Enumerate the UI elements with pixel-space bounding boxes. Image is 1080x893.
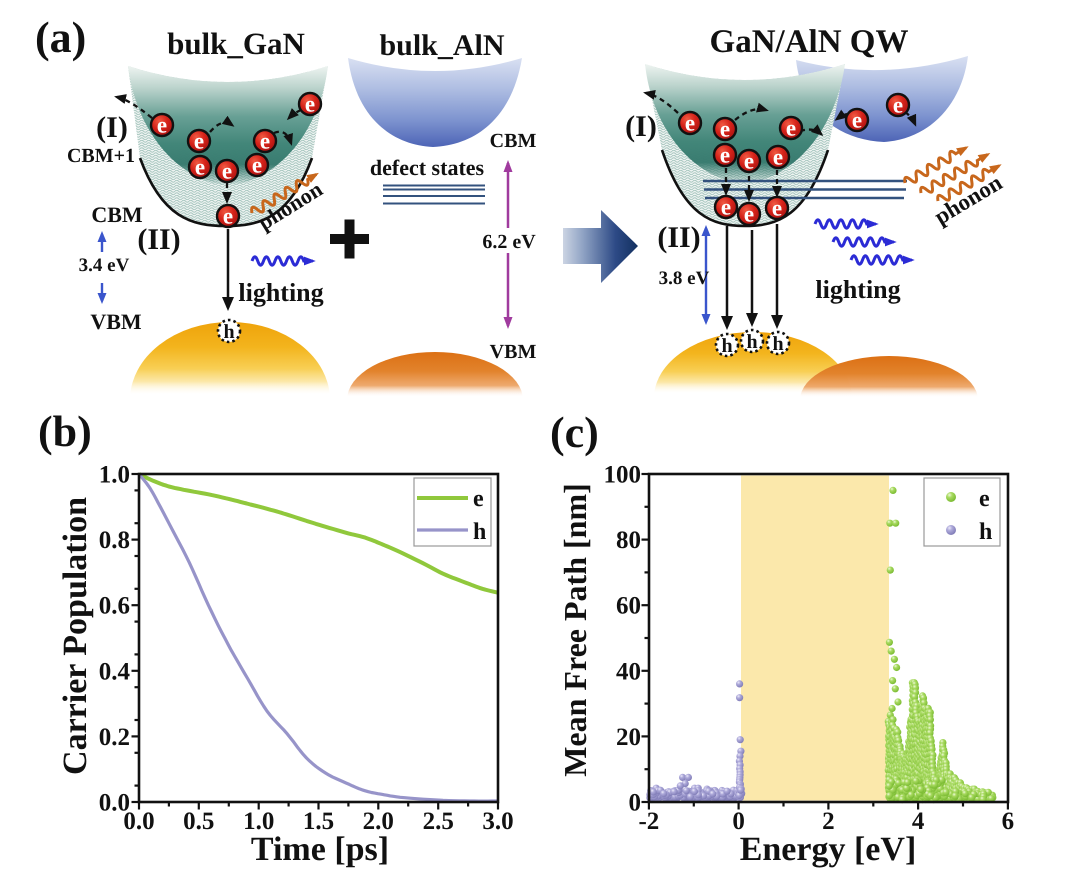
svg-text:e: e [720,143,730,168]
svg-text:0.4: 0.4 [99,658,131,685]
svg-text:2: 2 [822,808,835,835]
svg-text:20: 20 [616,724,641,751]
svg-text:e: e [893,93,903,118]
svg-text:CBM: CBM [91,202,143,227]
svg-text:0: 0 [629,790,642,817]
svg-text:e: e [473,486,484,512]
svg-text:3.4 eV: 3.4 eV [79,255,130,276]
svg-text:0.6: 0.6 [99,593,130,620]
svg-text:0.2: 0.2 [99,724,130,751]
svg-text:4: 4 [912,808,925,835]
svg-text:defect states: defect states [370,155,485,180]
svg-text:e: e [157,113,167,138]
svg-text:e: e [194,129,204,154]
svg-text:h: h [979,519,992,545]
svg-text:-2: -2 [638,808,659,835]
svg-text:(I): (I) [625,110,657,143]
svg-text:1.5: 1.5 [303,808,334,835]
svg-text:2.0: 2.0 [363,808,394,835]
svg-text:60: 60 [616,593,641,620]
svg-text:bulk_GaN: bulk_GaN [167,26,305,61]
svg-text:Mean Free Path [nm]: Mean Free Path [nm] [557,483,593,777]
svg-text:6: 6 [1002,808,1015,835]
svg-text:(b): (b) [38,407,92,456]
svg-text:(c): (c) [550,408,599,457]
svg-text:h: h [223,321,234,343]
svg-text:e: e [223,204,233,229]
svg-text:e: e [744,149,754,174]
svg-text:Energy [eV]: Energy [eV] [740,831,917,868]
svg-text:1.0: 1.0 [243,808,274,835]
svg-text:0.0: 0.0 [99,790,130,817]
svg-text:6.2 eV: 6.2 eV [482,231,536,253]
svg-text:0: 0 [732,808,745,835]
svg-text:e: e [260,129,270,154]
svg-text:40: 40 [616,658,641,685]
svg-text:GaN/AlN QW: GaN/AlN QW [710,24,909,60]
svg-text:e: e [195,155,205,180]
svg-text:e: e [979,486,990,512]
svg-text:h: h [721,335,732,357]
svg-text:e: e [744,202,754,227]
svg-text:3.0: 3.0 [482,808,513,835]
svg-text:CBM: CBM [490,130,537,152]
svg-text:1.0: 1.0 [99,462,130,489]
svg-text:lighting: lighting [815,275,900,304]
svg-text:0.8: 0.8 [99,527,130,554]
svg-text:e: e [720,117,730,142]
svg-text:h: h [746,331,757,353]
svg-text:0.5: 0.5 [183,808,214,835]
svg-text:(I): (I) [96,111,128,144]
svg-text:(II): (II) [657,221,700,254]
svg-text:phonon: phonon [930,170,1007,230]
svg-text:80: 80 [616,527,641,554]
svg-text:e: e [721,195,731,220]
svg-text:CBM+1: CBM+1 [67,145,135,167]
svg-text:e: e [773,145,783,170]
svg-text:100: 100 [604,462,642,489]
svg-text:Time [ps]: Time [ps] [251,831,389,868]
svg-text:e: e [305,92,315,117]
svg-text:e: e [772,196,782,221]
svg-text:e: e [786,116,796,141]
svg-text:(a): (a) [35,13,86,62]
svg-text:e: e [252,153,262,178]
svg-text:3.8 eV: 3.8 eV [659,268,710,289]
svg-text:lighting: lighting [238,278,323,307]
svg-text:bulk_AlN: bulk_AlN [379,29,504,62]
svg-text:e: e [685,111,695,136]
svg-text:2.5: 2.5 [423,808,454,835]
svg-text:VBM: VBM [490,341,537,363]
svg-text:e: e [852,108,862,133]
svg-text:h: h [473,519,486,545]
svg-text:VBM: VBM [90,309,142,334]
svg-text:(II): (II) [137,223,180,256]
svg-text:0.0: 0.0 [123,808,154,835]
svg-text:e: e [222,159,232,184]
svg-text:Carrier Population: Carrier Population [57,497,94,775]
svg-text:h: h [772,333,783,355]
